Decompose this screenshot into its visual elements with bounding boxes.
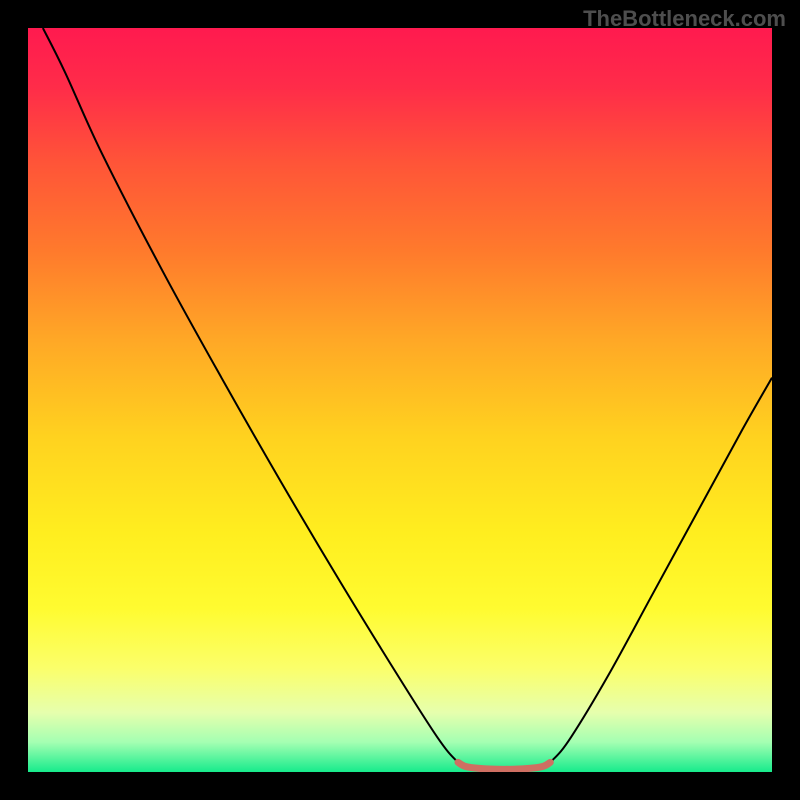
watermark-text: TheBottleneck.com bbox=[583, 6, 786, 32]
chart-plot-area bbox=[28, 28, 772, 772]
chart-background bbox=[28, 28, 772, 772]
chart-container: TheBottleneck.com bbox=[0, 0, 800, 800]
chart-svg bbox=[28, 28, 772, 772]
